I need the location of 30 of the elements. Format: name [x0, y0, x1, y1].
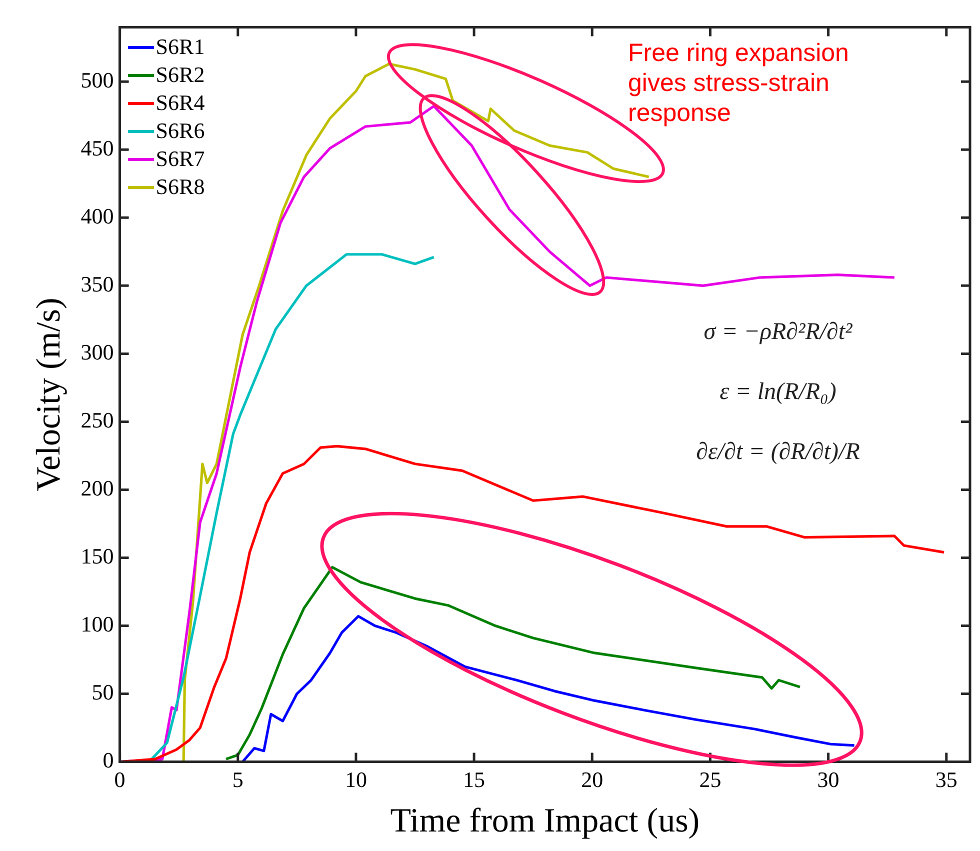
x-tick-label: 35 [935, 766, 958, 792]
annotation: σ = −ρR∂²R/∂t² [702, 318, 854, 347]
y-tick-label: 350 [80, 271, 114, 296]
y-tick-label: 300 [80, 339, 114, 364]
y-tick-label: 50 [92, 680, 114, 705]
y-tick-label: 200 [80, 476, 114, 501]
y-tick-label: 0 [102, 748, 114, 773]
annotation: Free ring expansion gives stress-strain response [628, 38, 850, 128]
y-tick-label: 250 [80, 407, 114, 432]
legend-label: S6R7 [156, 145, 205, 174]
y-tick-label: 100 [80, 612, 114, 637]
x-tick-label: 15 [463, 766, 486, 792]
x-tick-label: 10 [344, 766, 367, 792]
legend-label: S6R8 [156, 173, 205, 202]
y-tick-label: 400 [80, 203, 114, 228]
y-tick-label: 150 [80, 544, 114, 569]
x-tick-label: 20 [581, 766, 604, 792]
y-tick-label: 450 [80, 135, 114, 160]
annotation: ∂ε/∂t = (∂R/∂t)/R [695, 438, 861, 467]
legend-label: S6R6 [156, 117, 205, 146]
legend-label: S6R2 [156, 61, 205, 90]
x-axis-title: Time from Impact (us) [390, 802, 700, 840]
x-tick-label: 30 [817, 766, 840, 792]
x-tick-label: 25 [699, 766, 722, 792]
annotation: ε = ln(R/R₀) [718, 378, 838, 407]
y-axis-title: Velocity (m/s) [30, 298, 68, 492]
legend-label: S6R1 [156, 33, 205, 62]
x-tick-label: 5 [232, 766, 244, 792]
y-tick-label: 500 [80, 67, 114, 92]
legend-label: S6R4 [156, 89, 205, 118]
